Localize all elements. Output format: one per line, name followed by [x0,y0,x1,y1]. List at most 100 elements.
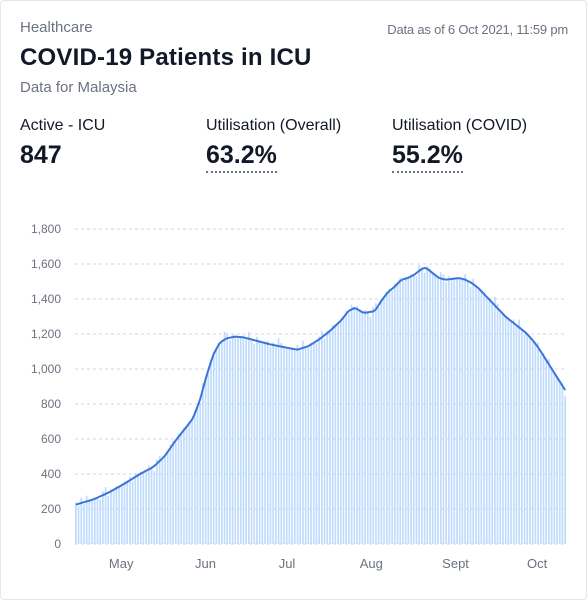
bar [93,497,96,544]
bar [264,342,266,544]
bar [415,276,418,544]
bar [242,335,245,544]
bar [402,281,404,544]
bar [480,290,483,544]
bar [129,476,131,544]
bar [393,283,396,544]
bar [361,313,364,544]
bar [539,354,542,544]
bar [304,346,307,544]
category-label: Healthcare [20,19,93,36]
bar [477,290,480,544]
bar [296,344,299,544]
stat-value-tooltip[interactable]: 63.2% [206,141,277,173]
bar [107,496,110,544]
bar [483,292,485,544]
page-title: COVID-19 Patients in ICU [20,44,312,71]
bar [204,377,207,544]
bar [166,451,169,544]
bar [396,281,399,544]
icu-chart[interactable]: 0 200 400 600 800 1,000 1,200 1,400 1,600 1,800 Ma… [1,211,586,591]
bar [331,324,334,544]
x-tick-label: Aug [360,556,383,571]
bar [537,342,539,544]
bar [472,278,475,544]
bar [91,500,93,544]
bar [131,481,134,544]
bar [139,471,142,544]
bar [350,304,353,544]
bar [77,506,80,544]
bar [445,282,448,544]
bar [202,383,204,544]
bar [426,265,429,544]
bar [369,316,372,544]
bar [442,274,445,544]
bar [248,331,250,544]
bar [423,272,426,544]
bar [137,476,139,544]
bar [102,491,104,544]
bar [253,344,256,544]
bar [485,298,488,544]
stat-value-tooltip[interactable]: 55.2% [392,141,463,173]
bar [239,337,242,544]
bar [375,303,377,544]
bar [510,322,512,544]
y-tick-label: 1,000 [31,362,61,376]
bar [558,380,561,544]
bar [112,490,115,544]
bar [180,431,183,544]
bar [156,459,158,544]
bar [158,456,161,544]
bar [220,341,223,544]
stat-label: Active - ICU [20,117,106,134]
bar [269,346,272,544]
bar [348,313,350,544]
bar [337,323,339,544]
bar [326,330,329,544]
bar [364,310,366,544]
page-subtitle: Data for Malaysia [20,79,137,96]
bar [291,347,293,544]
bar [312,342,315,544]
bar [188,421,191,544]
bar [277,338,280,544]
bar [169,444,172,544]
bar [407,278,410,544]
bar [118,485,120,544]
bar [175,442,177,544]
bar [229,340,231,544]
bar [434,274,437,544]
y-tick-label: 400 [41,467,61,481]
bar [553,373,556,544]
bar [529,336,531,544]
bar [280,343,283,544]
bar [410,274,412,544]
bar [75,502,77,544]
bar [237,336,239,544]
bar [215,349,218,544]
bar [404,276,407,544]
bar [193,410,196,544]
bar [356,305,358,544]
bar [226,332,229,544]
bar [531,341,534,544]
bar [385,291,388,544]
bar [421,267,423,544]
bar [293,351,296,544]
y-tick-label: 1,800 [31,222,61,236]
data-timestamp: Data as of 6 Oct 2021, 11:59 pm [387,22,568,37]
bar [412,274,415,544]
x-tick-label: Jul [279,556,296,571]
bar [210,359,212,544]
bar [96,497,99,544]
bar [339,319,342,544]
bar [80,497,83,544]
bar [207,373,210,544]
y-tick-label: 0 [54,537,61,551]
bar [334,324,337,544]
trend-line [75,266,566,506]
bar [88,500,91,544]
